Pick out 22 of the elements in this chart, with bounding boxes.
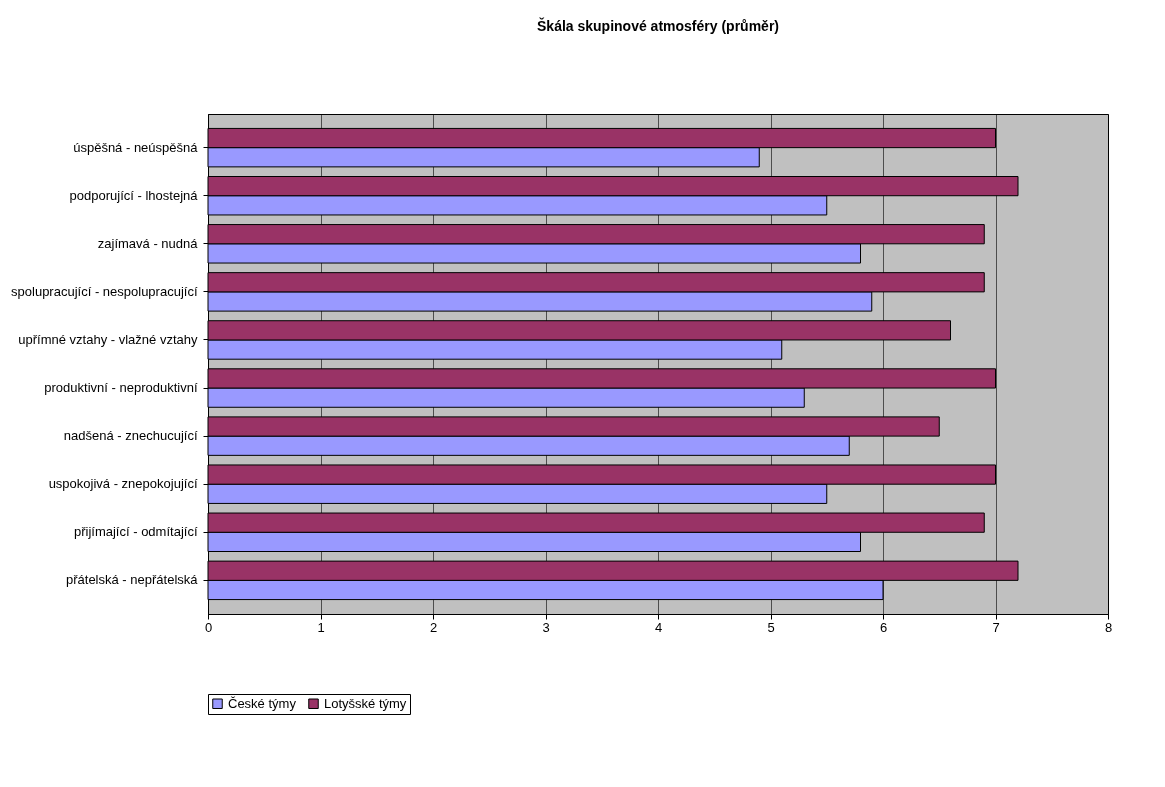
- y-tick-label: přátelská - nepřátelská: [65, 572, 199, 588]
- y-tick-label: uspokojivá - znepokojující: [48, 476, 198, 492]
- x-tick-label: 8: [1104, 619, 1113, 635]
- x-tick-label: 5: [767, 619, 775, 635]
- x-tick-label: 4: [654, 619, 663, 635]
- y-tick-label: zajímavá - nudná: [97, 235, 199, 251]
- y-tick-label: úspěšná - neúspěšná: [73, 139, 199, 155]
- x-tick-label: 1: [317, 619, 325, 635]
- y-tick-label: přijímající - odmítající: [73, 524, 198, 540]
- x-tick-label: 7: [992, 619, 1000, 635]
- legend-label: Lotyšské týmy: [324, 695, 407, 711]
- y-tick-label: upřímné vztahy - vlažné vztahy: [18, 331, 198, 347]
- x-tick-label: 0: [204, 619, 213, 635]
- y-tick-label: podporující - lhostejná: [69, 187, 199, 203]
- chart-title: Škála skupinové atmosféry (průměr): [537, 17, 779, 34]
- legend-label: České týmy: [228, 695, 297, 711]
- y-tick-label: spolupracující - nespolupracující: [11, 283, 198, 299]
- x-tick-label: 6: [879, 619, 888, 635]
- x-tick-label: 2: [429, 619, 438, 635]
- y-tick-label: produktivní - neproduktivní: [44, 380, 198, 396]
- y-tick-label: nadšená - znechucující: [63, 428, 198, 444]
- x-tick-label: 3: [542, 619, 550, 635]
